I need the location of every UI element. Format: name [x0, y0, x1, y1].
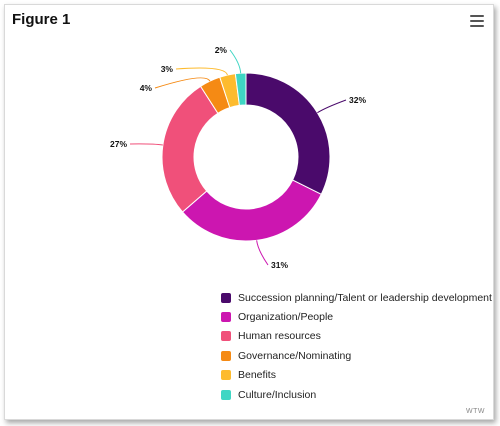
legend-swatch: [221, 350, 231, 361]
legend-swatch: [221, 312, 231, 323]
data-label: 27%: [110, 139, 127, 149]
data-label: 32%: [349, 95, 366, 105]
legend-item[interactable]: Succession planning/Talent or leadership…: [221, 288, 492, 307]
legend-swatch: [221, 331, 231, 342]
legend-item[interactable]: Governance/Nominating: [221, 346, 492, 365]
chart-legend: Succession planning/Talent or leadership…: [221, 288, 492, 404]
legend-swatch: [221, 389, 231, 400]
legend-item[interactable]: Human resources: [221, 327, 492, 346]
donut-slice[interactable]: [245, 72, 331, 195]
legend-label: Human resources: [238, 330, 321, 343]
legend-item[interactable]: Organization/People: [221, 307, 492, 326]
legend-swatch: [221, 292, 231, 303]
legend-label: Succession planning/Talent or leadership…: [238, 291, 492, 304]
menu-bar: [470, 15, 484, 17]
source-credit: WTW: [466, 408, 485, 415]
data-label: 3%: [161, 64, 174, 74]
chart-card: Figure 1 32% 31% 27% 4% 3% 2% Succession plan…: [4, 4, 494, 420]
legend-item[interactable]: Benefits: [221, 366, 492, 385]
data-label: 4%: [140, 83, 153, 93]
menu-bar: [470, 20, 484, 22]
data-label-connector: [229, 49, 242, 74]
donut-slice[interactable]: [234, 72, 247, 106]
data-label-connector: [154, 77, 211, 89]
legend-item[interactable]: Culture/Inclusion: [221, 385, 492, 404]
donut-chart: 32% 31% 27% 4% 3% 2%: [110, 45, 366, 270]
data-label-connector: [175, 67, 228, 76]
legend-label: Culture/Inclusion: [238, 388, 317, 401]
data-label: 2%: [215, 45, 228, 55]
legend-label: Benefits: [238, 369, 276, 382]
donut-slice[interactable]: [161, 85, 219, 213]
menu-bar: [470, 25, 484, 27]
legend-label: Governance/Nominating: [238, 349, 352, 362]
data-label-connector: [256, 240, 269, 266]
legend-label: Organization/People: [238, 311, 334, 324]
legend-swatch: [221, 370, 231, 381]
hamburger-menu-icon[interactable]: [470, 15, 484, 27]
data-label-connector: [317, 99, 347, 114]
data-label: 31%: [271, 260, 288, 270]
page-title: Figure 1: [12, 11, 71, 28]
data-label-connector: [129, 143, 163, 146]
